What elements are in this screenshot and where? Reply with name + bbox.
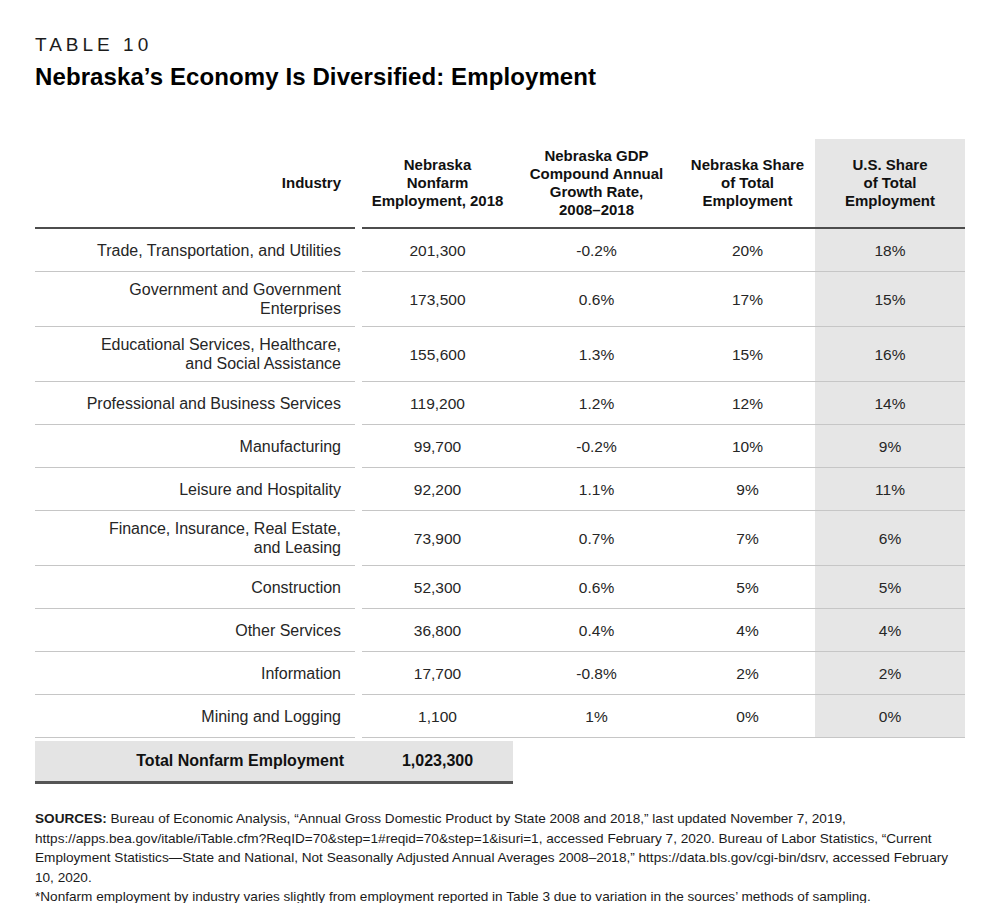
industry-cell: Information <box>35 652 355 695</box>
us-share-cell: 11% <box>815 468 965 511</box>
growth-cell: -0.2% <box>513 229 680 272</box>
table-row: Mining and Logging 1,100 1% 0% 0% <box>35 695 965 738</box>
industry-cell: Finance, Insurance, Real Estate, and Lea… <box>35 511 355 566</box>
col-header-gdp-growth: Nebraska GDP Compound Annual Growth Rate… <box>513 139 680 229</box>
ne-share-cell: 12% <box>680 382 815 425</box>
us-share-cell: 0% <box>815 695 965 738</box>
industry-cell: Construction <box>35 566 355 609</box>
growth-cell: 1.1% <box>513 468 680 511</box>
table-row: Finance, Insurance, Real Estate, and Lea… <box>35 511 965 566</box>
ne-share-cell: 4% <box>680 609 815 652</box>
us-share-cell: 5% <box>815 566 965 609</box>
ne-share-cell: 0% <box>680 695 815 738</box>
col-header-nebraska-share: Nebraska Share of Total Employment <box>680 139 815 229</box>
col-header-us-share: U.S. Share of Total Employment <box>815 139 965 229</box>
table-row: Construction 52,300 0.6% 5% 5% <box>35 566 965 609</box>
employment-cell: 155,600 <box>362 327 513 382</box>
ne-share-cell: 5% <box>680 566 815 609</box>
employment-cell: 73,900 <box>362 511 513 566</box>
us-share-cell: 18% <box>815 229 965 272</box>
us-share-cell: 15% <box>815 272 965 327</box>
industry-cell: Educational Services, Healthcare, and So… <box>35 327 355 382</box>
ne-share-cell: 20% <box>680 229 815 272</box>
table-row: Leisure and Hospitality 92,200 1.1% 9% 1… <box>35 468 965 511</box>
growth-cell: -0.8% <box>513 652 680 695</box>
page-title: Nebraska’s Economy Is Diversified: Emplo… <box>35 63 965 91</box>
ne-share-cell: 2% <box>680 652 815 695</box>
growth-cell: 0.6% <box>513 272 680 327</box>
total-value: 1,023,300 <box>362 741 513 781</box>
table-row: Manufacturing 99,700 -0.2% 10% 9% <box>35 425 965 468</box>
growth-cell: 0.4% <box>513 609 680 652</box>
us-share-cell: 4% <box>815 609 965 652</box>
sampling-footnote: *Nonfarm employment by industry varies s… <box>35 887 965 903</box>
ne-share-cell: 9% <box>680 468 815 511</box>
employment-cell: 99,700 <box>362 425 513 468</box>
employment-table: Industry Nebraska Nonfarm Employment, 20… <box>35 139 965 784</box>
table-row: Professional and Business Services 119,2… <box>35 382 965 425</box>
employment-cell: 1,100 <box>362 695 513 738</box>
employment-cell: 52,300 <box>362 566 513 609</box>
employment-cell: 17,700 <box>362 652 513 695</box>
employment-cell: 201,300 <box>362 229 513 272</box>
table-row: Educational Services, Healthcare, and So… <box>35 327 965 382</box>
col-header-industry: Industry <box>35 139 355 229</box>
employment-cell: 173,500 <box>362 272 513 327</box>
growth-cell: 0.7% <box>513 511 680 566</box>
sources-note: SOURCES: Bureau of Economic Analysis, “A… <box>35 809 965 887</box>
growth-cell: 1.2% <box>513 382 680 425</box>
ne-share-cell: 15% <box>680 327 815 382</box>
growth-cell: 1.3% <box>513 327 680 382</box>
col-header-nonfarm-employment: Nebraska Nonfarm Employment, 2018 <box>362 139 513 229</box>
table-header-row: Industry Nebraska Nonfarm Employment, 20… <box>35 139 965 229</box>
growth-cell: -0.2% <box>513 425 680 468</box>
ne-share-cell: 7% <box>680 511 815 566</box>
industry-cell: Professional and Business Services <box>35 382 355 425</box>
us-share-cell: 14% <box>815 382 965 425</box>
growth-cell: 0.6% <box>513 566 680 609</box>
us-share-cell: 16% <box>815 327 965 382</box>
industry-cell: Government and Government Enterprises <box>35 272 355 327</box>
industry-cell: Manufacturing <box>35 425 355 468</box>
employment-cell: 92,200 <box>362 468 513 511</box>
sources-label: SOURCES: <box>35 811 107 826</box>
sources-text: Bureau of Economic Analysis, “Annual Gro… <box>35 811 948 885</box>
table-number-kicker: TABLE 10 <box>35 34 965 56</box>
employment-cell: 119,200 <box>362 382 513 425</box>
industry-cell: Leisure and Hospitality <box>35 468 355 511</box>
table-row: Government and Government Enterprises 17… <box>35 272 965 327</box>
report-page: TABLE 10 Nebraska’s Economy Is Diversifi… <box>0 0 1000 903</box>
ne-share-cell: 17% <box>680 272 815 327</box>
industry-cell: Trade, Transportation, and Utilities <box>35 229 355 272</box>
us-share-cell: 2% <box>815 652 965 695</box>
table-row: Information 17,700 -0.8% 2% 2% <box>35 652 965 695</box>
us-share-cell: 9% <box>815 425 965 468</box>
employment-cell: 36,800 <box>362 609 513 652</box>
ne-share-cell: 10% <box>680 425 815 468</box>
table-total-row: Total Nonfarm Employment 1,023,300 <box>35 741 513 784</box>
us-share-cell: 6% <box>815 511 965 566</box>
table-row: Other Services 36,800 0.4% 4% 4% <box>35 609 965 652</box>
table-row: Trade, Transportation, and Utilities 201… <box>35 229 965 272</box>
growth-cell: 1% <box>513 695 680 738</box>
industry-cell: Mining and Logging <box>35 695 355 738</box>
total-label: Total Nonfarm Employment <box>35 741 362 781</box>
industry-cell: Other Services <box>35 609 355 652</box>
